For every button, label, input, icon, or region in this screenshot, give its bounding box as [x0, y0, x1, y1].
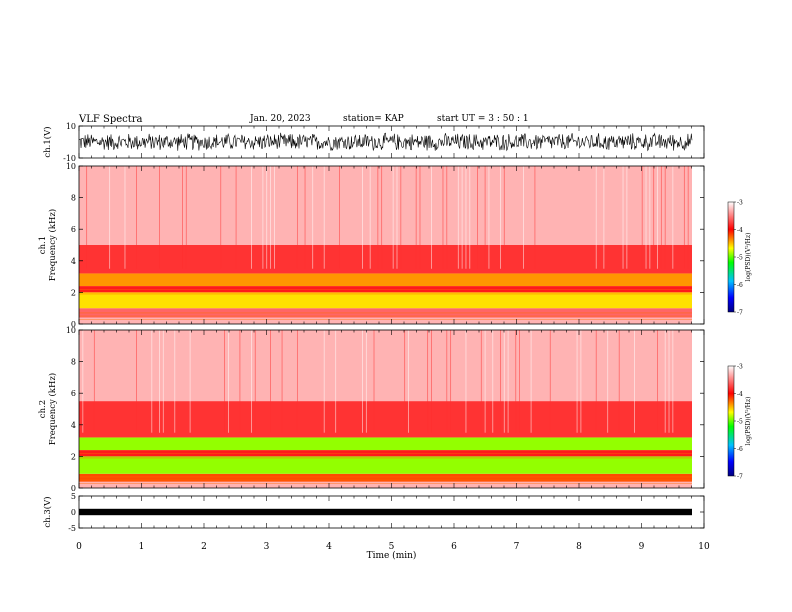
ch2-spec-ytick-label: 8 — [71, 358, 76, 367]
ch1-wave-ytick-label: 10 — [66, 122, 76, 131]
ch2-spec-ytick-label: 6 — [71, 389, 76, 398]
x-tick-label: 5 — [389, 542, 395, 552]
ch1-spec-ytick-label: 2 — [71, 288, 76, 297]
ch2-spec-ytick-label: 0 — [71, 484, 76, 493]
colorbar-tick-label: -5 — [737, 255, 743, 262]
colorbar-tick-label: -6 — [737, 282, 743, 289]
start-time-label: start UT = 3 : 50 : 1 — [437, 114, 529, 124]
ch3-ylabel: ch.3(V) — [42, 496, 53, 527]
spectrogram-band — [79, 273, 692, 287]
colorbar-label: log(PSD)(V²/Hz) — [745, 233, 752, 282]
ch2-spec-ylabel: Frequency (kHz) — [47, 373, 58, 445]
spectrogram-band — [79, 437, 692, 451]
colorbar-tick-label: -3 — [737, 364, 743, 371]
spectrogram-band — [79, 166, 692, 245]
x-axis-label: Time (min) — [367, 550, 417, 561]
x-tick-label: 6 — [451, 542, 457, 552]
ch1-spec-ytick-label: 10 — [66, 162, 76, 171]
ch3-wave-ytick-label: 5 — [71, 492, 76, 501]
station-label: station= KAP — [343, 114, 404, 124]
spectrogram-band — [79, 456, 692, 474]
colorbar-tick-label: -7 — [737, 474, 743, 481]
spectrogram-band — [79, 473, 692, 482]
ch2-spec-ytick-label: 2 — [71, 452, 76, 461]
ch1-spec-ytick-label: 4 — [71, 257, 76, 266]
ch3-wave-ytick-label: -5 — [68, 524, 76, 533]
ch1-spectrogram — [79, 166, 692, 324]
x-tick-label: 9 — [639, 542, 645, 552]
ch1-colorbar — [727, 201, 735, 313]
spectrogram-band — [79, 481, 692, 488]
ch2-spec-ylabel: ch.2 — [38, 400, 48, 418]
ch3-waveform-trace — [79, 508, 692, 516]
ch2-colorbar — [727, 365, 735, 477]
ch2-spec-ytick-label: 10 — [66, 326, 76, 335]
x-tick-label: 1 — [139, 542, 145, 552]
spectrogram-band — [79, 401, 692, 438]
spectrogram-band — [79, 330, 692, 402]
ch3-wave-ytick-label: 0 — [71, 508, 76, 517]
colorbar-tick-label: -7 — [737, 310, 743, 317]
ch1-spec-ytick-label: 0 — [71, 320, 76, 329]
x-tick-label: 10 — [698, 542, 710, 552]
x-tick-label: 4 — [326, 542, 332, 552]
chart-title: VLF Spectra — [79, 114, 143, 125]
spectrogram-band — [79, 292, 692, 309]
colorbar-tick-label: -4 — [737, 227, 743, 234]
spectrogram-band — [79, 317, 692, 324]
ch1-wave-ytick-label: -10 — [63, 154, 76, 163]
colorbar-tick-label: -5 — [737, 419, 743, 426]
colorbar-tick-label: -4 — [737, 391, 743, 398]
date-label: Jan. 20, 2023 — [250, 114, 311, 124]
x-tick-label: 7 — [514, 542, 520, 552]
ch1-ylabel: ch.1(V) — [42, 126, 53, 157]
x-tick-label: 3 — [264, 542, 270, 552]
colorbar-tick-label: -3 — [737, 200, 743, 207]
ch1-spec-ytick-label: 8 — [71, 194, 76, 203]
ch2-spectrogram — [79, 330, 692, 488]
ch1-spec-ytick-label: 6 — [71, 225, 76, 234]
colorbar-label: log(PSD)(V²/Hz) — [745, 397, 752, 446]
ch2-spec-ytick-label: 4 — [71, 421, 76, 430]
spectrogram-band — [79, 245, 692, 274]
x-tick-label: 0 — [76, 542, 82, 552]
ch1-spec-ylabel: ch.1 — [38, 236, 48, 254]
x-tick-label: 2 — [201, 542, 207, 552]
ch1-spec-ylabel: Frequency (kHz) — [47, 209, 58, 281]
x-tick-label: 8 — [576, 542, 582, 552]
ch1-waveform-trace — [78, 132, 693, 152]
colorbar-tick-label: -6 — [737, 446, 743, 453]
